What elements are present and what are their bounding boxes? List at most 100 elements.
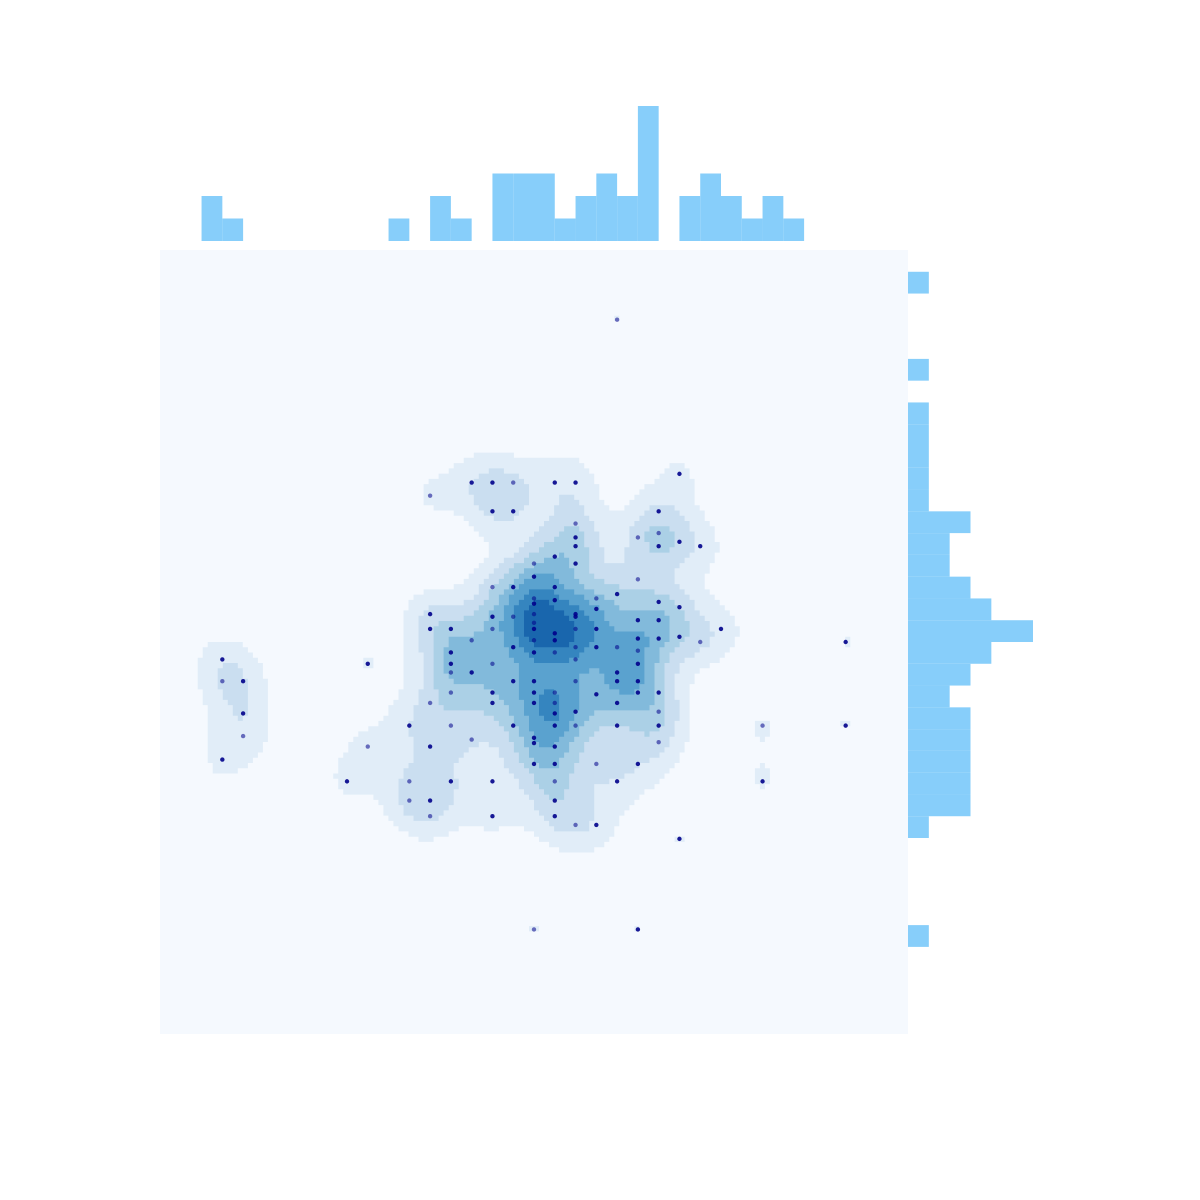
scatter-point [448,723,454,728]
scatter-point [573,611,578,617]
scatter-point [469,638,474,643]
scatter-point [511,509,516,514]
scatter-point [614,317,620,322]
marginal-y-bar [908,925,929,947]
scatter-point [490,509,495,514]
scatter-point [656,690,661,695]
scatter-point [531,700,537,706]
marginal-y-bar [908,750,971,773]
scatter-point [531,638,537,643]
scatter-point [635,636,641,641]
scatter-point [552,584,557,590]
scatter-point [573,723,578,728]
scatter-point [490,614,495,619]
scatter-point [469,737,474,742]
scatter-point [594,606,599,612]
scatter-point [531,574,537,579]
scatter-point [448,650,454,655]
scatter-point [635,761,641,767]
scatter-point [594,645,599,650]
scatter-point [656,636,661,641]
scatter-point [677,471,682,477]
marginal-x-bar [637,106,659,241]
marginal-y-histogram [908,271,1033,947]
density-contours [197,315,851,932]
marginal-y-bar [908,271,929,294]
scatter-point [573,543,578,549]
scatter-point [718,626,724,632]
scatter-point [490,814,495,819]
marginal-x-bar [741,218,763,241]
scatter-point [448,661,454,666]
marginal-y-bar [908,794,971,817]
scatter-point [635,618,641,623]
scatter-points [220,317,848,932]
marginal-y-bar [908,576,971,599]
scatter-point [490,779,495,784]
scatter-point [594,626,599,632]
scatter-point [656,709,661,714]
scatter-point [635,690,641,695]
scatter-point [531,761,537,767]
marginal-x-bar [534,173,555,241]
scatter-point [448,690,454,695]
marginal-x-bar [492,173,514,241]
scatter-point [407,798,412,803]
scatter-point [531,740,537,746]
marginal-x-bar [222,218,244,241]
scatter-point [614,591,620,597]
scatter-point [531,927,537,932]
scatter-point [635,577,641,582]
scatter-point [490,626,495,632]
marginal-y-bar [908,358,929,381]
marginal-x-bar [783,218,805,241]
scatter-point [614,670,620,675]
scatter-point [635,661,641,666]
scatter-point [552,638,557,643]
scatter-point [698,543,703,549]
scatter-point [427,626,433,632]
marginal-y-bar [908,598,992,621]
scatter-point [614,779,620,784]
marginal-y-bar [908,489,929,512]
scatter-point [656,530,661,536]
marginal-y-bar [908,533,950,555]
scatter-point [656,723,661,728]
scatter-point [552,631,557,636]
marginal-y-bar [908,642,992,664]
marginal-y-bar [908,729,971,751]
scatter-point [698,639,703,645]
scatter-point [448,779,454,784]
scatter-point [240,679,246,684]
marginal-y-bar [908,446,929,468]
scatter-point [531,601,537,606]
scatter-point [448,626,454,632]
marginal-x-bar [430,196,451,241]
scatter-point [220,657,225,662]
scatter-point [677,604,682,610]
scatter-point [656,543,661,549]
marginal-x-bar [201,196,223,241]
scatter-point [469,480,474,485]
scatter-point [594,692,599,697]
scatter-point [573,626,578,632]
scatter-point [552,597,557,603]
scatter-point [760,779,765,784]
scatter-point [427,493,433,498]
marginal-y-bar [908,816,929,838]
scatter-point [511,614,516,619]
density-level-7 [524,599,575,648]
scatter-point [511,645,516,650]
scatter-point [843,723,848,728]
scatter-point [635,648,641,653]
scatter-point [614,700,620,706]
marginal-x-bar [679,196,701,241]
scatter-point [427,744,433,749]
marginal-y-bar [908,707,971,730]
scatter-point [490,661,495,666]
marginal-x-bar [700,173,721,241]
scatter-point [656,739,661,745]
marginal-y-bar [908,467,929,490]
scatter-point [552,761,557,767]
